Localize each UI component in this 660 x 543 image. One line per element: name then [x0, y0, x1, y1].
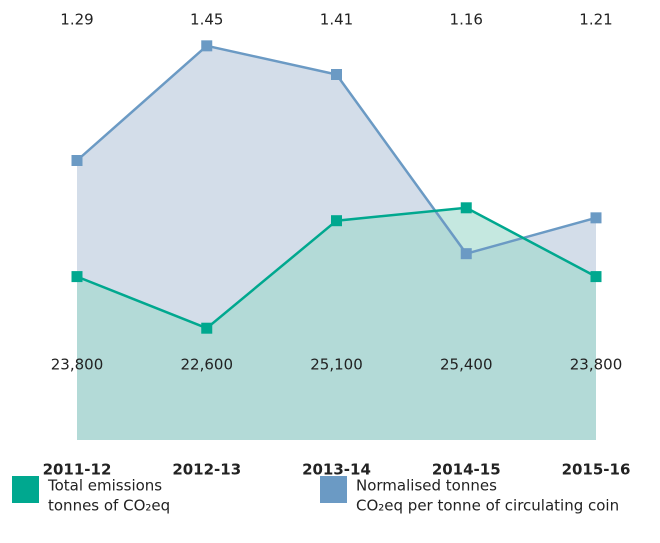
legend-label: Total emissions: [47, 477, 162, 495]
legend-label: Normalised tonnes: [356, 477, 497, 495]
marker: [460, 202, 472, 214]
data-label: 1.21: [579, 11, 612, 29]
data-label: 1.29: [60, 11, 93, 29]
legend-unit: CO₂eq per tonne of circulating coin: [356, 497, 619, 515]
data-label: 23,800: [570, 356, 623, 374]
marker: [201, 322, 213, 334]
legend-swatch: [12, 476, 39, 503]
data-label: 23,800: [51, 356, 104, 374]
data-label: 1.16: [450, 11, 483, 29]
marker: [331, 69, 342, 80]
data-label: 25,100: [310, 356, 363, 374]
x-tick-label: 2014-15: [432, 461, 501, 479]
marker: [590, 271, 602, 283]
x-tick-label: 2011-12: [43, 461, 112, 479]
legend-unit: tonnes of CO₂eq: [48, 497, 170, 515]
marker: [71, 155, 83, 166]
data-label: 22,600: [181, 356, 234, 374]
x-tick-label: 2012-13: [172, 461, 241, 479]
marker: [331, 215, 342, 227]
x-tick-label: 2013-14: [302, 461, 371, 479]
area: [77, 207, 596, 440]
data-label: 1.41: [320, 11, 353, 29]
marker: [460, 248, 472, 260]
data-label: 25,400: [440, 356, 493, 374]
data-label: 1.45: [190, 11, 223, 29]
marker: [590, 212, 602, 224]
marker: [71, 271, 83, 283]
legend-swatch: [320, 476, 347, 503]
x-tick-label: 2015-16: [562, 461, 631, 479]
marker: [201, 40, 213, 52]
